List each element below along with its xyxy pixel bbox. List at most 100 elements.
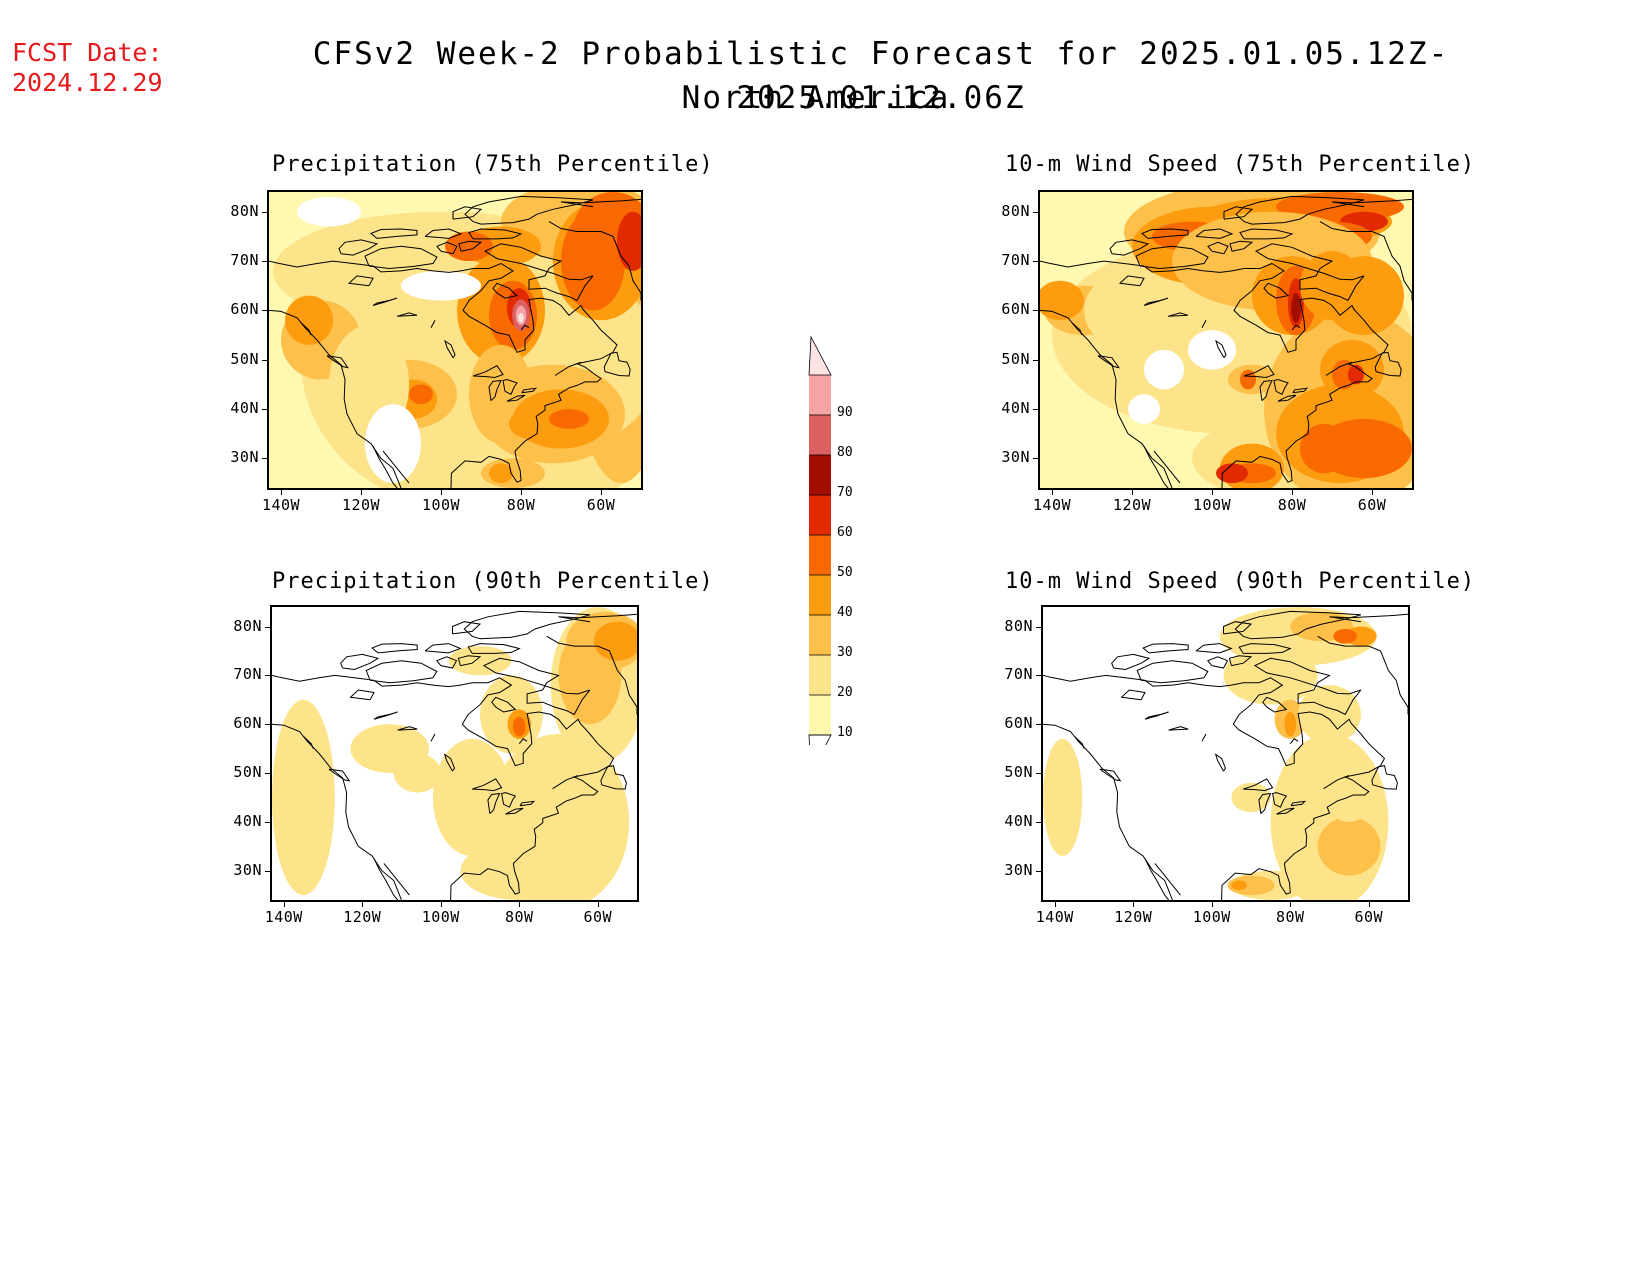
coastline	[506, 394, 526, 402]
coastline	[1143, 297, 1169, 306]
lon-tick	[1212, 488, 1213, 495]
coastline	[269, 260, 618, 488]
map-canvas	[272, 607, 637, 900]
coastline	[1229, 240, 1254, 252]
coastline	[1144, 711, 1169, 720]
coastline	[424, 643, 462, 654]
coastline	[382, 450, 410, 484]
coastline	[269, 309, 402, 488]
coastline	[365, 660, 438, 684]
coastline	[1253, 657, 1362, 716]
coastline	[1289, 738, 1299, 745]
coastline	[430, 320, 436, 328]
panel-title-wind-75: 10-m Wind Speed (75th Percentile)	[1005, 152, 1476, 177]
colorbar-label: 40	[837, 605, 853, 620]
lon-tick-label: 100W	[1192, 496, 1232, 514]
lon-tick	[440, 900, 442, 907]
lat-tick	[1036, 870, 1043, 872]
coastline	[463, 610, 591, 640]
lon-tick	[1052, 488, 1053, 495]
probability-shade	[460, 841, 579, 900]
lon-tick	[521, 488, 522, 495]
coastline	[372, 297, 398, 306]
coastline	[373, 711, 398, 720]
coastline	[1277, 394, 1297, 402]
lon-tick	[519, 900, 521, 907]
lat-tick-label: 80N	[230, 201, 259, 220]
probability-shade	[1324, 256, 1404, 336]
coastline	[371, 643, 418, 654]
lat-tick	[1033, 261, 1040, 263]
coastline	[272, 723, 402, 900]
coastline	[1331, 198, 1412, 208]
coastline	[326, 355, 349, 369]
coastline	[1223, 621, 1253, 635]
coastline	[1043, 674, 1386, 900]
coastline	[1329, 613, 1408, 623]
panel-title-precip-90: Precipitation (90th Percentile)	[272, 569, 714, 594]
probability-shade	[393, 753, 441, 793]
probability-shade	[1298, 685, 1361, 744]
coastline	[443, 753, 456, 772]
lat-tick	[265, 675, 272, 677]
lat-tick-label: 30N	[1004, 860, 1033, 879]
coastline	[396, 312, 418, 317]
coastline	[464, 195, 594, 225]
coastline	[552, 775, 579, 790]
lon-tick	[1133, 900, 1135, 907]
coastline	[1263, 282, 1290, 299]
lat-tick	[1036, 675, 1043, 677]
probability-shade	[593, 621, 637, 661]
coastline	[1215, 339, 1227, 359]
probability-shade	[1040, 280, 1084, 321]
probability-shade	[1216, 463, 1248, 484]
coastline	[1120, 689, 1146, 701]
colorbar-label: 10	[837, 725, 853, 740]
fcst-date-value: 2024.12.29	[12, 68, 163, 97]
coastline	[519, 800, 536, 807]
map-canvas	[1043, 607, 1408, 900]
shade-clear	[365, 404, 421, 484]
coastline	[272, 674, 615, 900]
coastline	[518, 738, 528, 745]
coastline	[1207, 241, 1229, 255]
lat-tick	[1033, 458, 1040, 460]
coastline	[1144, 858, 1170, 900]
coastline	[1374, 351, 1402, 377]
map-wind-75	[1038, 190, 1414, 490]
coastline	[1235, 195, 1365, 225]
lon-tick-label: 120W	[1114, 908, 1153, 926]
probability-shade	[1317, 816, 1381, 876]
probability-shade	[1240, 369, 1256, 390]
lat-tick	[265, 724, 272, 726]
lon-tick-label: 120W	[341, 496, 381, 514]
coastline	[452, 621, 482, 635]
lon-tick	[1054, 900, 1056, 907]
coastline	[1154, 863, 1181, 896]
coastline	[520, 324, 530, 331]
lat-tick	[262, 310, 269, 312]
coastline	[1254, 243, 1365, 302]
coastline	[502, 378, 518, 395]
colorbar-svg	[808, 335, 832, 775]
lat-tick	[265, 870, 272, 872]
lon-tick	[1292, 488, 1293, 495]
lon-tick	[281, 488, 282, 495]
colorbar-segment	[809, 415, 831, 455]
colorbar-label: 70	[837, 485, 853, 500]
map-precip-90	[270, 605, 639, 902]
coastline	[1325, 361, 1353, 376]
map-precip-75	[267, 190, 643, 490]
coastline	[1371, 765, 1398, 790]
probability-shade	[1333, 628, 1357, 644]
lat-tick-label: 40N	[230, 399, 259, 418]
coastline	[1223, 206, 1254, 220]
forecast-date: FCST Date: 2024.12.29	[12, 38, 163, 98]
coastline	[1243, 778, 1274, 792]
coastline	[372, 445, 398, 488]
lat-tick-label: 70N	[1001, 251, 1030, 270]
coastline	[1111, 653, 1151, 671]
probability-shade	[432, 738, 512, 857]
colorbar-segment	[809, 495, 831, 535]
coastline	[600, 765, 627, 790]
